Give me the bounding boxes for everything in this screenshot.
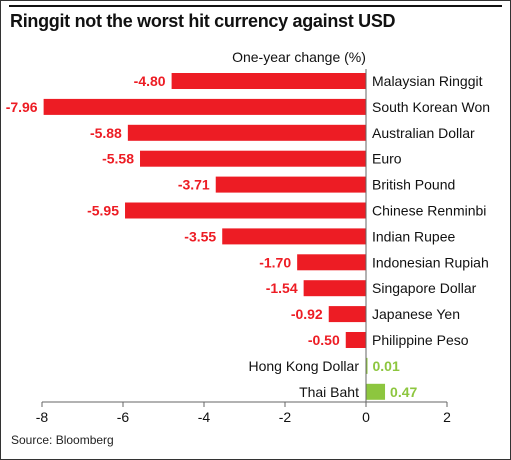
category-label: Thai Baht: [299, 384, 359, 400]
value-label: -5.58: [102, 151, 134, 167]
x-tick-label: -2: [279, 409, 292, 425]
bar: [366, 357, 368, 374]
x-tick-label: -8: [36, 409, 49, 425]
value-label: -4.80: [134, 73, 166, 89]
category-label: Chinese Renminbi: [372, 203, 486, 219]
bar: [297, 254, 366, 271]
bar: [140, 150, 366, 167]
category-label: South Korean Won: [372, 99, 490, 115]
category-label: Australian Dollar: [372, 125, 475, 141]
x-tick-label: 2: [443, 409, 451, 425]
category-label: Euro: [372, 151, 402, 167]
value-label: 0.01: [373, 358, 400, 374]
category-label: Indonesian Rupiah: [372, 254, 489, 270]
category-label: Malaysian Ringgit: [372, 73, 483, 89]
value-label: -7.96: [6, 99, 38, 115]
value-label: -3.55: [184, 228, 216, 244]
value-label: -5.95: [87, 203, 119, 219]
bar: [303, 280, 366, 297]
value-label: -0.50: [308, 332, 340, 348]
value-label: -1.70: [259, 254, 291, 270]
category-label: Hong Kong Dollar: [248, 358, 359, 374]
bar: [328, 306, 366, 323]
bar: [215, 176, 366, 193]
title-rule: [9, 5, 502, 7]
category-label: Singapore Dollar: [372, 280, 477, 296]
bar: [125, 202, 367, 219]
category-label: British Pound: [372, 177, 455, 193]
value-label: 0.47: [390, 384, 417, 400]
category-label: Indian Rupee: [372, 228, 456, 244]
category-label: Japanese Yen: [372, 306, 460, 322]
bar: [171, 73, 366, 89]
x-tick-label: 0: [362, 409, 370, 425]
value-label: -5.88: [90, 125, 122, 141]
value-label: -1.54: [266, 280, 298, 296]
bar-chart: One-year change (%) -4.80 Malaysian Ringgi…: [6, 49, 490, 425]
bar: [345, 332, 366, 348]
bar: [222, 228, 366, 245]
chart-title: Ringgit not the worst hit currency again…: [10, 11, 396, 31]
bar: [127, 124, 366, 141]
x-tick-label: -6: [117, 409, 130, 425]
source-note: Source: Bloomberg: [11, 433, 114, 447]
x-tick-label: -4: [198, 409, 211, 425]
value-label: -0.92: [291, 306, 323, 322]
axis-title: One-year change (%): [232, 49, 366, 65]
value-label: -3.71: [178, 177, 210, 193]
bar: [43, 98, 367, 115]
category-label: Philippine Peso: [372, 332, 469, 348]
bar: [366, 383, 386, 400]
